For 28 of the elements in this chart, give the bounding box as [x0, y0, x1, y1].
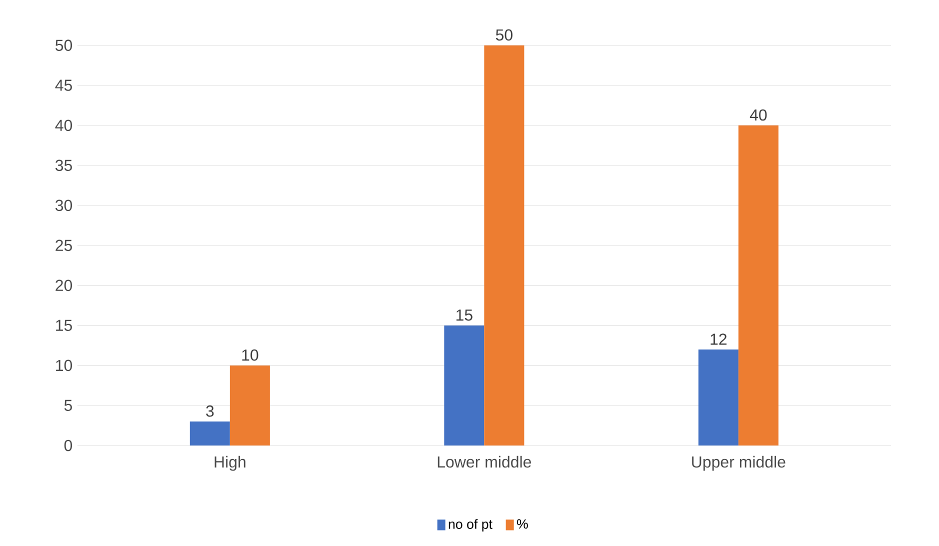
- y-tick-label: 45: [55, 80, 72, 92]
- y-tick-label: 25: [56, 240, 72, 252]
- bar: [698, 350, 738, 446]
- y-tick-label: 30: [55, 200, 72, 212]
- y-tick-label: 40: [55, 120, 72, 132]
- y-tick-label: 10: [56, 360, 72, 372]
- data-label: 3: [206, 406, 214, 417]
- x-tick-label: Upper middle: [692, 456, 786, 472]
- data-label: 12: [710, 334, 727, 345]
- data-label: 15: [456, 310, 472, 321]
- y-tick-label: 0: [64, 440, 72, 452]
- y-tick-label: 50: [56, 40, 72, 52]
- y-tick-label: 35: [55, 160, 72, 172]
- y-tick-label: 5: [64, 400, 72, 412]
- legend-label: no of pt: [448, 519, 492, 532]
- bar: [190, 422, 230, 446]
- bar: [444, 326, 484, 446]
- bar: [738, 126, 778, 446]
- y-tick-label: 15: [56, 320, 72, 332]
- data-label: 40: [750, 110, 767, 121]
- data-label: 50: [496, 30, 512, 41]
- legend-label: %: [516, 520, 528, 529]
- data-label: 10: [242, 350, 258, 361]
- x-tick-label: Lower middle: [438, 456, 532, 468]
- bar: [484, 46, 524, 446]
- y-tick-label: 20: [56, 280, 72, 292]
- bar: [230, 366, 270, 446]
- x-tick-label: High: [214, 456, 246, 472]
